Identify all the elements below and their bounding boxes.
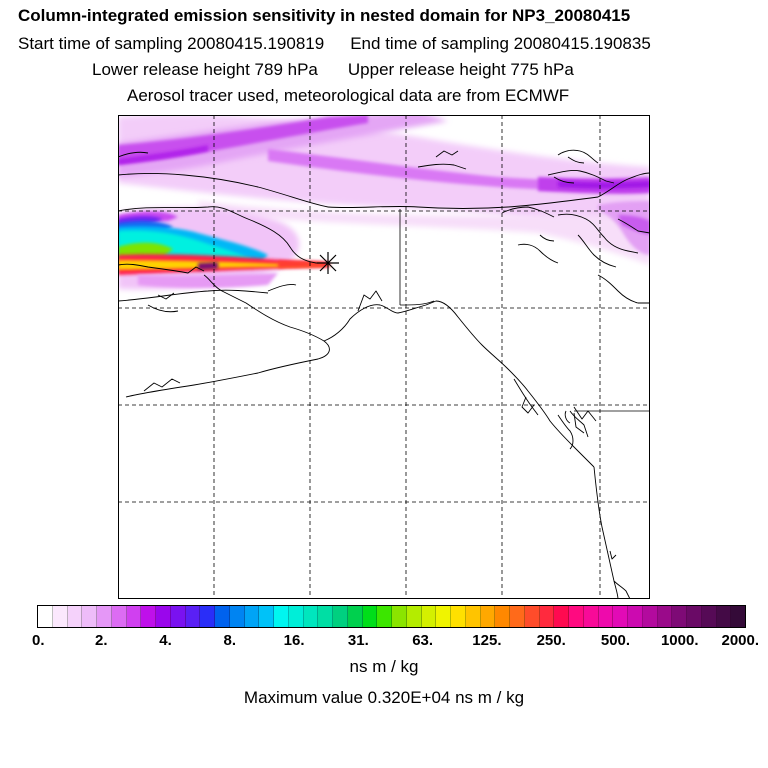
colorbar-segment (126, 606, 142, 627)
colorbar-tick-label: 4. (159, 632, 172, 649)
gridlines (118, 115, 650, 599)
colorbar-segment (569, 606, 584, 627)
tracer-info: Aerosol tracer used, meteorological data… (127, 86, 570, 105)
colorbar-segment (111, 606, 127, 627)
colorbar-segment (539, 606, 555, 627)
colorbar-segment (687, 606, 702, 627)
colorbar-segment (259, 606, 274, 627)
map-title: Column-integrated emission sensitivity i… (18, 6, 631, 25)
colorbar-segment (97, 606, 112, 627)
colorbar-tick-label: 31. (347, 632, 369, 649)
colorbar-segment (598, 606, 614, 627)
upper-release-label: Upper release height 775 hPa (347, 60, 574, 79)
colorbar-segment (480, 606, 496, 627)
start-time-label: Start time of sampling 20080415.190819 (18, 34, 325, 53)
colorbar-segment (185, 606, 201, 627)
colorbar-segment (701, 606, 717, 627)
colorbar-segment (495, 606, 510, 627)
colorbar-segment (347, 606, 363, 627)
colorbar-segment (38, 606, 53, 627)
colorbar-segment (613, 606, 628, 627)
colorbar-segment (229, 606, 245, 627)
colorbar-tick-label: 1000. (660, 632, 699, 649)
colorbar-segment (82, 606, 97, 627)
colorbar-tick-label: 8. (223, 632, 237, 649)
sampling-times: Start time of sampling 20080415.190819 En… (18, 34, 651, 54)
colorbar-tick-label: 2. (95, 632, 108, 649)
colorbar-segment (451, 606, 466, 627)
colorbar-tick-label: 2000. (721, 632, 760, 649)
emission-sensitivity-map (118, 115, 650, 599)
colorbar-units: ns m / kg (349, 657, 419, 676)
colorbar-tick-label: 500. (600, 632, 631, 649)
colorbar-segment (672, 606, 687, 627)
colorbar-segment (406, 606, 422, 627)
colorbar-segment (141, 606, 156, 627)
colorbar-segment (642, 606, 658, 627)
lower-release-label: Lower release height 789 hPa (92, 60, 318, 79)
colorbar-segment (303, 606, 319, 627)
colorbar-segment (200, 606, 215, 627)
colorbar-segment (657, 606, 673, 627)
sensitivity-plume-west (118, 207, 330, 290)
colorbar-segment (244, 606, 260, 627)
colorbar-segment (465, 606, 481, 627)
colorbar-segment (524, 606, 540, 627)
colorbar-segment (716, 606, 732, 627)
release-location-star-marker (317, 252, 339, 274)
colorbar-segment (362, 606, 378, 627)
end-time-label: End time of sampling 20080415.190835 (350, 34, 651, 53)
colorbar-segment (274, 606, 289, 627)
release-heights: Lower release height 789 hPa Upper releas… (92, 60, 574, 80)
map-frame (118, 115, 650, 599)
maximum-value-label: Maximum value 0.320E+04 ns m / kg (243, 688, 525, 707)
colorbar-segment (392, 606, 407, 627)
colorbar-segment (288, 606, 304, 627)
colorbar-segment (333, 606, 348, 627)
colorbar-segment (436, 606, 451, 627)
coastline (118, 149, 650, 599)
colorbar-tick-label: 125. (472, 632, 502, 649)
colorbar-segment (318, 606, 333, 627)
colorbar-segment (67, 606, 83, 627)
colorbar-segment (628, 606, 643, 627)
borders (399, 209, 650, 412)
colorbar (37, 605, 746, 628)
colorbar-segment (215, 606, 230, 627)
colorbar-tick-label: 63. (412, 632, 434, 649)
colorbar-segment (170, 606, 186, 627)
colorbar-segment (52, 606, 68, 627)
colorbar-segment (583, 606, 599, 627)
colorbar-segment (421, 606, 437, 627)
colorbar-segment (731, 606, 745, 627)
colorbar-segment (554, 606, 569, 627)
colorbar-tick-label: 16. (283, 632, 305, 649)
colorbar-tick-label: 0. (31, 632, 45, 649)
colorbar-segment (510, 606, 525, 627)
colorbar-segment (377, 606, 392, 627)
colorbar-segment (156, 606, 171, 627)
colorbar-tick-label: 250. (536, 632, 566, 649)
